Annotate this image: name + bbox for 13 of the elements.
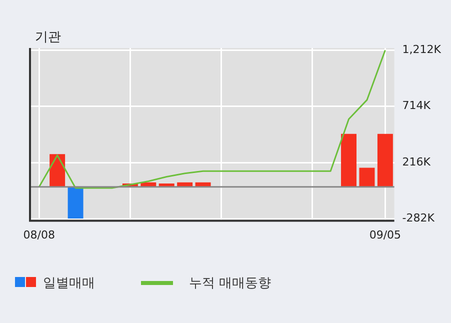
bar [68,186,84,219]
bar [377,134,393,187]
legend-label: 누적 매매동향 [189,275,272,292]
y-tick-label: 714K [402,99,432,112]
x-tick-label: 09/05 [369,228,402,242]
bar [359,168,375,187]
chart-title: 기관 [35,29,61,46]
y-tick-label: 1,212K [402,42,442,56]
y-tick-label: 216K [402,155,432,168]
legend-label: 일별매매 [43,275,95,292]
y-tick-label: -282K [402,212,436,225]
bar [341,134,356,187]
x-tick-label: 08/08 [23,228,55,242]
